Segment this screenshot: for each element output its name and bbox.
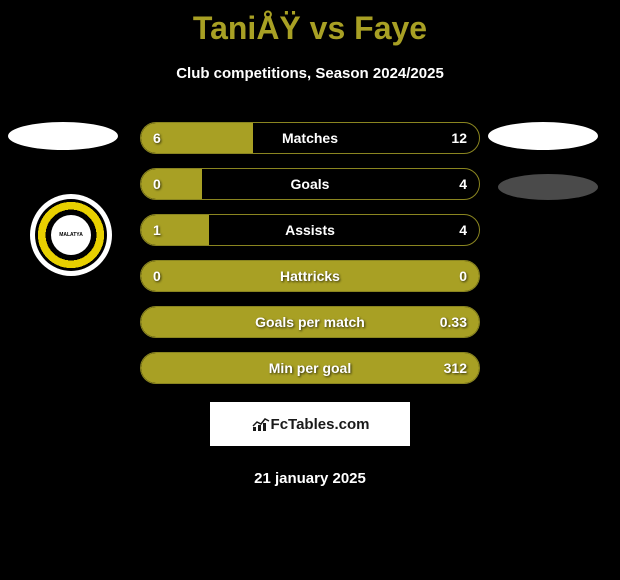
stat-row-assists: 1 Assists 4	[140, 214, 480, 246]
stats-container: MALATYA 6 Matches 12 0 Goals 4 1 Assists…	[0, 122, 620, 384]
player-badge-right	[488, 122, 598, 150]
stat-row-matches: 6 Matches 12	[140, 122, 480, 154]
stat-label: Goals per match	[255, 314, 365, 330]
stat-value-right: 312	[444, 360, 467, 376]
fctables-text: FcTables.com	[271, 416, 370, 433]
stat-label: Assists	[285, 222, 335, 238]
stat-fill	[141, 215, 209, 245]
player-badge-right-2	[498, 174, 598, 200]
stat-fill	[141, 169, 202, 199]
subtitle: Club competitions, Season 2024/2025	[0, 65, 620, 82]
stat-row-mpg: Min per goal 312	[140, 352, 480, 384]
fctables-logo: FcTables.com	[251, 416, 370, 433]
club-logo-inner: MALATYA	[35, 199, 107, 271]
stat-value-left: 6	[153, 130, 161, 146]
stat-label: Goals	[291, 176, 330, 192]
date-text: 21 january 2025	[0, 470, 620, 487]
stat-value-right: 0.33	[440, 314, 467, 330]
stat-row-hattricks: 0 Hattricks 0	[140, 260, 480, 292]
club-logo: MALATYA	[30, 194, 112, 276]
stat-label: Min per goal	[269, 360, 351, 376]
stat-value-right: 4	[459, 222, 467, 238]
chart-icon	[251, 416, 271, 432]
stat-value-right: 0	[459, 268, 467, 284]
player-badge-left	[8, 122, 118, 150]
stat-row-goals: 0 Goals 4	[140, 168, 480, 200]
stat-row-gpm: Goals per match 0.33	[140, 306, 480, 338]
stat-bars: 6 Matches 12 0 Goals 4 1 Assists 4 0 Hat…	[140, 122, 480, 384]
stat-value-left: 0	[153, 268, 161, 284]
stat-value-left: 1	[153, 222, 161, 238]
club-logo-text: MALATYA	[51, 215, 91, 255]
stat-value-left: 0	[153, 176, 161, 192]
fctables-badge[interactable]: FcTables.com	[210, 402, 410, 446]
stat-label: Matches	[282, 130, 338, 146]
stat-value-right: 4	[459, 176, 467, 192]
stat-label: Hattricks	[280, 268, 340, 284]
stat-value-right: 12	[451, 130, 467, 146]
page-title: TaniÅŸ vs Faye	[0, 0, 620, 47]
